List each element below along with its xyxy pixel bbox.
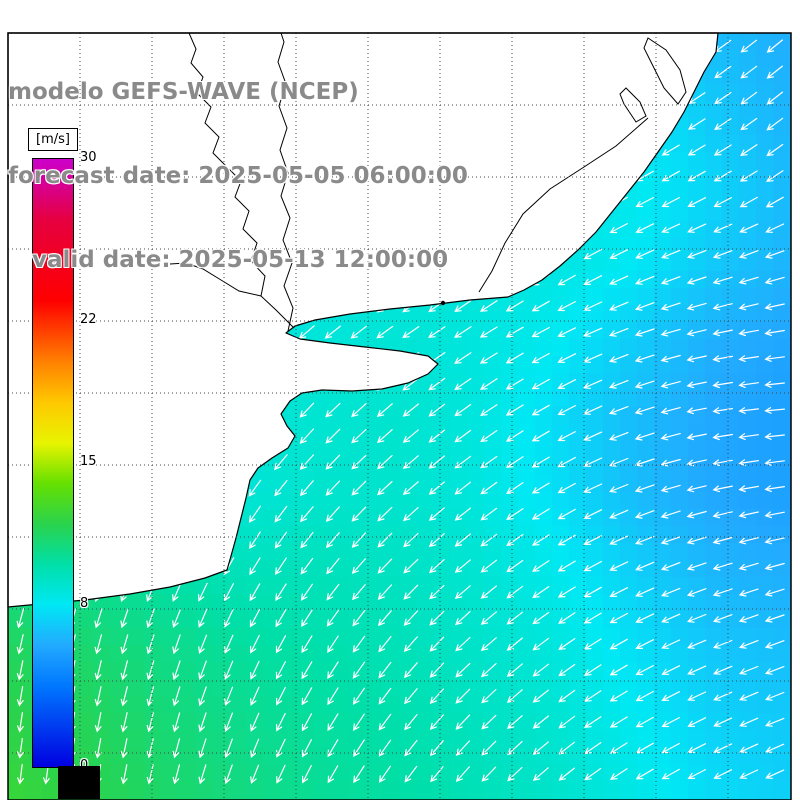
river-line	[169, 262, 262, 297]
city-dot	[440, 300, 446, 306]
colorbar-base-block	[58, 766, 100, 799]
colorbar-tick-label: 0	[80, 758, 88, 773]
lagoon-outline	[643, 37, 687, 105]
colorbar-unit-label: [m/s]	[28, 128, 78, 151]
colorbar-tick-label: 30	[80, 150, 97, 165]
colorbar-tick-label: 15	[80, 454, 97, 469]
colorbar-tick-label: 8	[80, 595, 89, 611]
forecast-date: forecast date: 2025-05-05 06:00:00	[8, 163, 468, 189]
valid-date: valid date: 2025-05-13 12:00:00	[8, 247, 449, 273]
river-line	[188, 32, 295, 329]
chart-title-block: modelo GEFS-WAVE (NCEP) forecast date: 2…	[8, 22, 468, 330]
river-line	[277, 32, 294, 332]
colorbar-tick-label: 22	[80, 312, 97, 328]
river-line	[478, 117, 649, 293]
model-title: modelo GEFS-WAVE (NCEP)	[8, 79, 359, 105]
map-frame	[7, 32, 792, 800]
colorbar-gradient	[32, 158, 74, 768]
